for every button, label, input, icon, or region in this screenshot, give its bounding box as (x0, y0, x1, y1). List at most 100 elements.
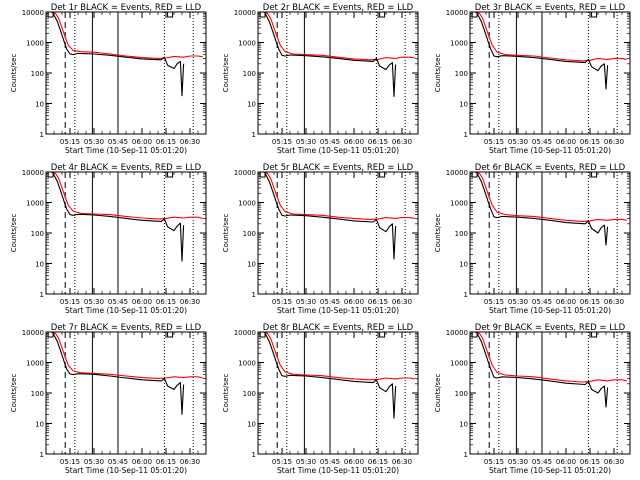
series-group (46, 332, 203, 415)
x-axis-label: Start Time (10-Sep-11 05:01:20) (489, 306, 611, 315)
x-tick-label: 05:30 (296, 458, 316, 466)
y-tick-label: 10000 (446, 169, 468, 177)
y-tick-label: 1 (252, 291, 256, 299)
x-tick-label: 06:00 (344, 458, 364, 466)
y-tick-label: 10000 (234, 9, 256, 17)
x-tick-label: 06:00 (344, 298, 364, 306)
y-tick-label: 10 (247, 101, 256, 109)
y-tick-label: 100 (31, 390, 44, 398)
panel-det-5: Det 5r BLACK = Events, RED = LLD 1 10 100 10… (222, 163, 419, 315)
y-tick-label: 10000 (22, 329, 44, 337)
x-tick-label: 05:15 (272, 458, 292, 466)
series-events-line (470, 12, 609, 90)
y-tick-label: 10000 (446, 329, 468, 337)
y-axis-label: Counts/sec (10, 374, 18, 413)
x-tick-label: 05:15 (60, 458, 80, 466)
x-tick-label: 05:15 (272, 138, 292, 146)
y-tick-label: 1000 (450, 200, 468, 208)
y-axis-label: Counts/sec (222, 54, 230, 93)
x-tick-label: 05:15 (60, 298, 80, 306)
x-tick-label: 06:00 (344, 138, 364, 146)
x-tick-label: 05:30 (296, 298, 316, 306)
series-group (258, 172, 415, 260)
x-tick-label: 05:30 (84, 138, 104, 146)
x-tick-label: 05:15 (272, 298, 292, 306)
y-tick-label: 100 (455, 390, 468, 398)
panel-det-1: Det 1r BLACK = Events, RED = LLD 1 10 100 10… (10, 3, 207, 155)
y-tick-label: 1 (464, 451, 468, 459)
y-tick-label: 10000 (234, 329, 256, 337)
x-tick-label: 05:45 (532, 138, 552, 146)
top-left-bracket (47, 332, 54, 338)
panel-title: Det 7r BLACK = Events, RED = LLD (51, 323, 202, 333)
x-axis-label: Start Time (10-Sep-11 05:01:20) (65, 466, 187, 475)
y-tick-label: 1 (40, 451, 44, 459)
y-tick-label: 10 (35, 261, 44, 269)
y-tick-label: 10000 (22, 169, 44, 177)
x-tick-label: 06:00 (132, 298, 152, 306)
series-lld-line (470, 332, 627, 383)
top-right-bracket (591, 12, 598, 18)
x-tick-label: 05:15 (484, 298, 504, 306)
series-events-line (46, 172, 185, 262)
x-tick-label: 05:45 (532, 298, 552, 306)
x-tick-label: 06:15 (368, 138, 388, 146)
x-tick-label: 06:15 (580, 298, 600, 306)
y-tick-label: 10 (459, 421, 468, 429)
x-tick-label: 06:15 (156, 138, 176, 146)
panel-title: Det 8r BLACK = Events, RED = LLD (263, 323, 414, 333)
top-left-bracket (259, 12, 266, 18)
panel-title: Det 6r BLACK = Events, RED = LLD (475, 163, 626, 173)
x-tick-label: 06:00 (556, 298, 576, 306)
x-axis-label: Start Time (10-Sep-11 05:01:20) (489, 146, 611, 155)
y-tick-label: 100 (31, 230, 44, 238)
x-tick-label: 06:00 (132, 458, 152, 466)
series-lld-line (258, 172, 415, 220)
x-tick-label: 05:45 (108, 138, 128, 146)
top-left-bracket (471, 12, 478, 18)
y-tick-label: 1 (464, 291, 468, 299)
series-group (46, 172, 203, 262)
series-lld-line (470, 12, 627, 62)
x-tick-label: 06:30 (180, 298, 200, 306)
y-tick-label: 1000 (238, 200, 256, 208)
y-axis-label: Counts/sec (222, 374, 230, 413)
series-group (258, 332, 415, 419)
x-tick-label: 06:15 (156, 458, 176, 466)
x-tick-label: 05:45 (320, 138, 340, 146)
x-tick-label: 06:00 (556, 458, 576, 466)
x-tick-label: 05:30 (84, 458, 104, 466)
y-tick-label: 100 (243, 390, 256, 398)
panel-title: Det 2r BLACK = Events, RED = LLD (263, 3, 414, 13)
y-tick-label: 10000 (22, 9, 44, 17)
x-tick-label: 05:45 (108, 458, 128, 466)
x-axis-label: Start Time (10-Sep-11 05:01:20) (489, 466, 611, 475)
panel-title: Det 3r BLACK = Events, RED = LLD (475, 3, 626, 13)
x-tick-label: 05:30 (508, 298, 528, 306)
panel-det-8: Det 8r BLACK = Events, RED = LLD 1 10 100 10… (222, 323, 419, 475)
y-axis-label: Counts/sec (10, 214, 18, 253)
x-tick-label: 05:30 (296, 138, 316, 146)
x-axis-label: Start Time (10-Sep-11 05:01:20) (277, 306, 399, 315)
series-lld-line (46, 12, 203, 59)
x-axis-label: Start Time (10-Sep-11 05:01:20) (65, 306, 187, 315)
panel-title: Det 9r BLACK = Events, RED = LLD (475, 323, 626, 333)
panel-title: Det 4r BLACK = Events, RED = LLD (51, 163, 202, 173)
panel-title: Det 1r BLACK = Events, RED = LLD (51, 3, 202, 13)
x-tick-label: 06:00 (556, 138, 576, 146)
y-axis-label: Counts/sec (434, 214, 442, 253)
x-tick-label: 05:45 (532, 458, 552, 466)
x-tick-label: 05:30 (84, 298, 104, 306)
x-tick-label: 05:30 (508, 458, 528, 466)
series-group (470, 12, 627, 90)
y-tick-label: 1 (252, 131, 256, 139)
x-tick-label: 06:30 (604, 138, 624, 146)
y-tick-label: 1 (252, 451, 256, 459)
y-tick-label: 1000 (26, 360, 44, 368)
series-events-line (258, 172, 397, 260)
y-tick-label: 1000 (238, 360, 256, 368)
y-tick-label: 10 (459, 101, 468, 109)
y-tick-label: 100 (455, 230, 468, 238)
y-tick-label: 1000 (450, 40, 468, 48)
